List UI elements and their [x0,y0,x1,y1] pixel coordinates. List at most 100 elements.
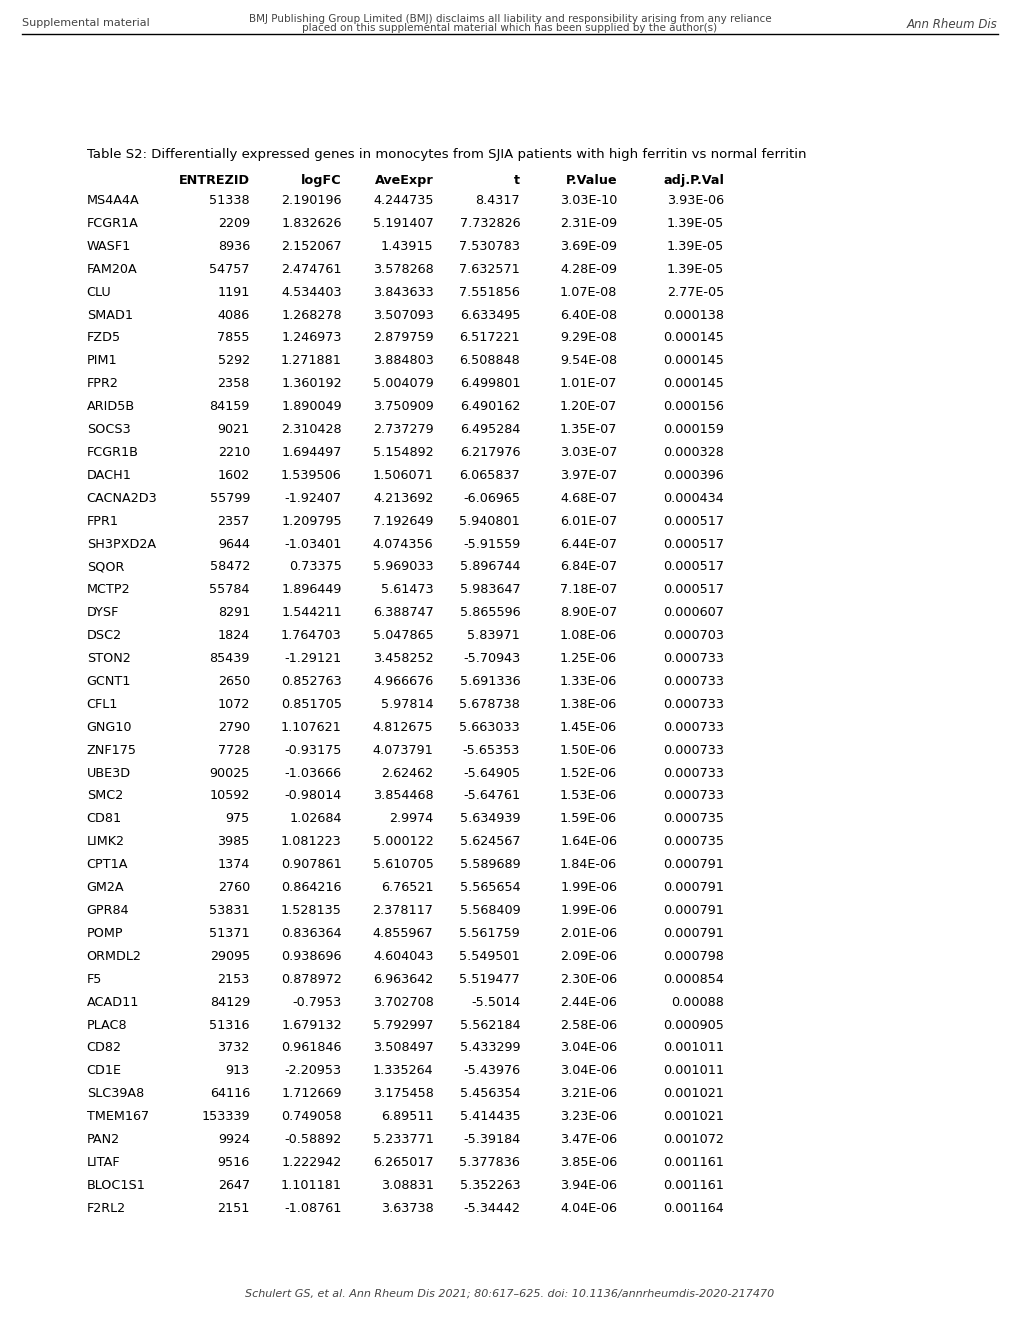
Text: SQOR: SQOR [87,561,124,573]
Text: 0.000607: 0.000607 [662,606,723,619]
Text: 5.896744: 5.896744 [460,561,520,573]
Text: 3.93E-06: 3.93E-06 [666,194,723,207]
Text: 84159: 84159 [209,400,250,413]
Text: 0.000145: 0.000145 [662,331,723,345]
Text: 3.843633: 3.843633 [372,285,433,298]
Text: 5.433299: 5.433299 [460,1041,520,1055]
Text: 1191: 1191 [217,285,250,298]
Text: 2.58E-06: 2.58E-06 [559,1019,616,1031]
Text: SMC2: SMC2 [87,789,123,803]
Text: 10592: 10592 [209,789,250,803]
Text: 0.000791: 0.000791 [662,858,723,871]
Text: -5.91559: -5.91559 [463,537,520,550]
Text: 3.47E-06: 3.47E-06 [559,1133,616,1146]
Text: 1.222942: 1.222942 [281,1156,341,1170]
Text: 0.000791: 0.000791 [662,927,723,940]
Text: 2760: 2760 [217,882,250,894]
Text: 2153: 2153 [217,973,250,986]
Text: -6.06965: -6.06965 [463,492,520,504]
Text: 1.896449: 1.896449 [281,583,341,597]
Text: 4.812675: 4.812675 [373,721,433,734]
Text: 0.000735: 0.000735 [662,836,723,849]
Text: 9021: 9021 [217,422,250,436]
Text: MCTP2: MCTP2 [87,583,130,597]
Text: 2.01E-06: 2.01E-06 [559,927,616,940]
Text: ZNF175: ZNF175 [87,743,137,756]
Text: 7728: 7728 [217,743,250,756]
Text: PIM1: PIM1 [87,354,117,367]
Text: 3.578268: 3.578268 [372,263,433,276]
Text: 3.03E-07: 3.03E-07 [559,446,616,459]
Text: PAN2: PAN2 [87,1133,119,1146]
Text: 2.62462: 2.62462 [381,767,433,780]
Text: 54757: 54757 [209,263,250,276]
Text: 975: 975 [225,812,250,825]
Text: 6.508848: 6.508848 [459,354,520,367]
Text: FCGR1A: FCGR1A [87,216,139,230]
Text: 1.268278: 1.268278 [281,309,341,322]
Text: SLC39A8: SLC39A8 [87,1088,144,1100]
Text: 5.610705: 5.610705 [372,858,433,871]
Text: 0.00088: 0.00088 [671,995,723,1008]
Text: 2.09E-06: 2.09E-06 [559,950,616,962]
Text: GNG10: GNG10 [87,721,132,734]
Text: 9.29E-08: 9.29E-08 [559,331,616,345]
Text: 153339: 153339 [201,1110,250,1123]
Text: 4.244735: 4.244735 [373,194,433,207]
Text: CACNA2D3: CACNA2D3 [87,492,157,504]
Text: 2151: 2151 [217,1201,250,1214]
Text: PLAC8: PLAC8 [87,1019,127,1031]
Text: SH3PXD2A: SH3PXD2A [87,537,156,550]
Text: 1.53E-06: 1.53E-06 [559,789,616,803]
Text: 5.047865: 5.047865 [372,630,433,642]
Text: 4086: 4086 [217,309,250,322]
Text: 1.59E-06: 1.59E-06 [559,812,616,825]
Text: 3.85E-06: 3.85E-06 [559,1156,616,1170]
Text: -1.03401: -1.03401 [284,537,341,550]
Text: Schulert GS, et al. Ann Rheum Dis 2021; 80:617–625. doi: 10.1136/annrheumdis-202: Schulert GS, et al. Ann Rheum Dis 2021; … [246,1288,773,1299]
Text: 0.000791: 0.000791 [662,882,723,894]
Text: ACAD11: ACAD11 [87,995,139,1008]
Text: logFC: logFC [301,174,341,187]
Text: 0.000145: 0.000145 [662,354,723,367]
Text: 0.73375: 0.73375 [288,561,341,573]
Text: 58472: 58472 [209,561,250,573]
Text: 0.000854: 0.000854 [662,973,723,986]
Text: 0.000156: 0.000156 [662,400,723,413]
Text: 5.352263: 5.352263 [460,1179,520,1192]
Text: 3.08831: 3.08831 [380,1179,433,1192]
Text: ENTREZID: ENTREZID [178,174,250,187]
Text: 85439: 85439 [209,652,250,665]
Text: 1.360192: 1.360192 [281,378,341,391]
Text: FPR2: FPR2 [87,378,118,391]
Text: 6.84E-07: 6.84E-07 [559,561,616,573]
Text: 1.712669: 1.712669 [281,1088,341,1100]
Text: 0.000733: 0.000733 [662,675,723,688]
Text: -0.98014: -0.98014 [284,789,341,803]
Text: 1.832626: 1.832626 [281,216,341,230]
Text: 1374: 1374 [217,858,250,871]
Text: 0.836364: 0.836364 [281,927,341,940]
Text: 0.000798: 0.000798 [662,950,723,962]
Text: 6.265017: 6.265017 [373,1156,433,1170]
Text: 1.39E-05: 1.39E-05 [666,240,723,253]
Text: 0.000159: 0.000159 [662,422,723,436]
Text: 2790: 2790 [217,721,250,734]
Text: 0.000905: 0.000905 [662,1019,723,1031]
Text: 0.864216: 0.864216 [281,882,341,894]
Text: 2.737279: 2.737279 [373,422,433,436]
Text: 0.001164: 0.001164 [662,1201,723,1214]
Text: 53831: 53831 [209,904,250,917]
Text: 9644: 9644 [218,537,250,550]
Text: 1602: 1602 [217,469,250,482]
Text: 4.855967: 4.855967 [373,927,433,940]
Text: 6.065837: 6.065837 [459,469,520,482]
Text: 0.852763: 0.852763 [280,675,341,688]
Text: 90025: 90025 [209,767,250,780]
Text: 1.52E-06: 1.52E-06 [559,767,616,780]
Text: P.Value: P.Value [565,174,616,187]
Text: POMP: POMP [87,927,123,940]
Text: 1.890049: 1.890049 [281,400,341,413]
Text: 1824: 1824 [217,630,250,642]
Text: 5.97814: 5.97814 [380,698,433,711]
